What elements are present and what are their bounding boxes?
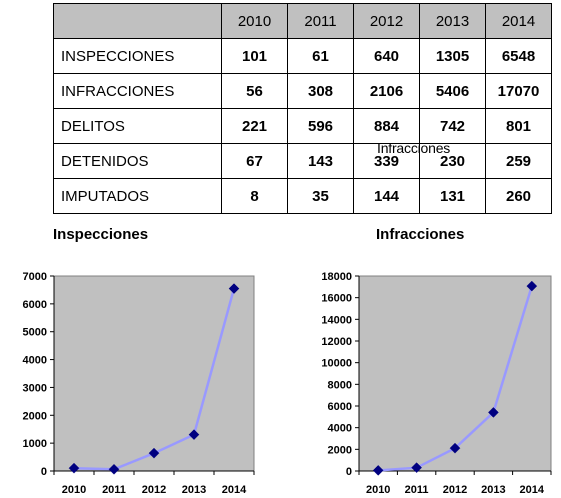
- y-tick-label: 16000: [321, 293, 352, 305]
- data-point: [108, 463, 120, 475]
- y-tick-label: 12000: [321, 336, 352, 348]
- data-point: [488, 407, 499, 418]
- table-row: IMPUTADOS 8 35 144 131 260: [53, 178, 552, 214]
- y-tick-label: 5000: [23, 327, 47, 339]
- y-tick-label: 3000: [23, 382, 47, 394]
- y-tick-label: 4000: [23, 355, 47, 367]
- x-tick-label: 2010: [366, 484, 390, 496]
- plot-area-infracciones: [358, 275, 552, 472]
- table-cell: 596: [287, 108, 354, 144]
- data-point: [188, 429, 200, 440]
- chart-title-inspecciones: Inspecciones: [53, 226, 149, 243]
- row-label: INFRACCIONES: [53, 73, 222, 109]
- x-tick-label: 2011: [405, 484, 429, 496]
- table-cell: 35: [287, 178, 354, 214]
- y-tick-label: 8000: [328, 379, 352, 391]
- y-tick-label: 0: [346, 466, 352, 478]
- table-cell: 6548: [485, 38, 552, 74]
- data-point: [372, 465, 384, 476]
- table-cell: 801: [485, 108, 552, 144]
- data-point: [449, 442, 461, 454]
- y-tick-label: 6000: [23, 299, 47, 311]
- chart-title-infracciones: Infracciones: [376, 226, 465, 243]
- x-tick-label: 2013: [481, 484, 505, 496]
- y-tick-label: 7000: [23, 271, 47, 283]
- y-tick-label: 4000: [328, 423, 352, 435]
- table-cell: 5406: [419, 73, 486, 109]
- data-point: [526, 280, 538, 292]
- stats-table: 2010 2011 2012 2013 2014 INSPECCIONES 101 61 640…: [53, 3, 552, 214]
- table-header-row: 2010 2011 2012 2013 2014: [53, 3, 552, 39]
- y-tick-label: 2000: [328, 444, 352, 456]
- row-label: INSPECCIONES: [53, 38, 222, 74]
- y-tick-label: 1000: [23, 438, 47, 450]
- plot-area-inspecciones: [53, 275, 255, 472]
- table-cell: 67: [221, 143, 288, 179]
- data-point: [228, 283, 240, 294]
- table-cell: 2106: [353, 73, 420, 109]
- table-cell: 339: [353, 143, 420, 179]
- row-label: IMPUTADOS: [53, 178, 222, 214]
- x-tick-label: 2014: [520, 484, 545, 496]
- y-tick-label: 10000: [321, 358, 352, 370]
- table-corner-cell: [53, 3, 222, 39]
- table-cell: 8: [221, 178, 288, 214]
- y-tick-label: 14000: [321, 314, 352, 326]
- year-header: 2014: [485, 3, 552, 39]
- table-cell: 259: [485, 143, 552, 179]
- x-tick-label: 2012: [142, 484, 166, 496]
- table-cell: 230: [419, 143, 486, 179]
- y-tick-label: 2000: [23, 410, 47, 422]
- x-tick-label: 2014: [222, 484, 247, 496]
- row-label: DELITOS: [53, 108, 222, 144]
- year-header: 2011: [287, 3, 354, 39]
- y-tick-label: 6000: [328, 401, 352, 413]
- table-cell: 221: [221, 108, 288, 144]
- y-tick-label: 18000: [321, 271, 352, 283]
- table-row: DELITOS 221 596 884 742 801: [53, 108, 552, 144]
- table-cell: 308: [287, 73, 354, 109]
- table-cell: 143: [287, 143, 354, 179]
- data-point: [148, 447, 160, 459]
- x-tick-label: 2013: [182, 484, 206, 496]
- stray-series-label: Infracciones: [377, 140, 451, 156]
- table-cell: 260: [485, 178, 552, 214]
- x-tick-label: 2012: [443, 484, 467, 496]
- table-cell: 101: [221, 38, 288, 74]
- table-cell: 131: [419, 178, 486, 214]
- y-tick-label: 0: [41, 466, 47, 478]
- x-tick-label: 2010: [62, 484, 86, 496]
- data-point: [68, 462, 80, 474]
- x-tick-label: 2011: [102, 484, 126, 496]
- table-cell: 884: [353, 108, 420, 144]
- row-label: DETENIDOS: [53, 143, 222, 179]
- table-row: INSPECCIONES 101 61 640 1305 6548: [53, 38, 552, 74]
- table-cell: 742: [419, 108, 486, 144]
- data-point: [411, 462, 422, 474]
- table-row: DETENIDOS 67 143 339 230 259: [53, 143, 552, 179]
